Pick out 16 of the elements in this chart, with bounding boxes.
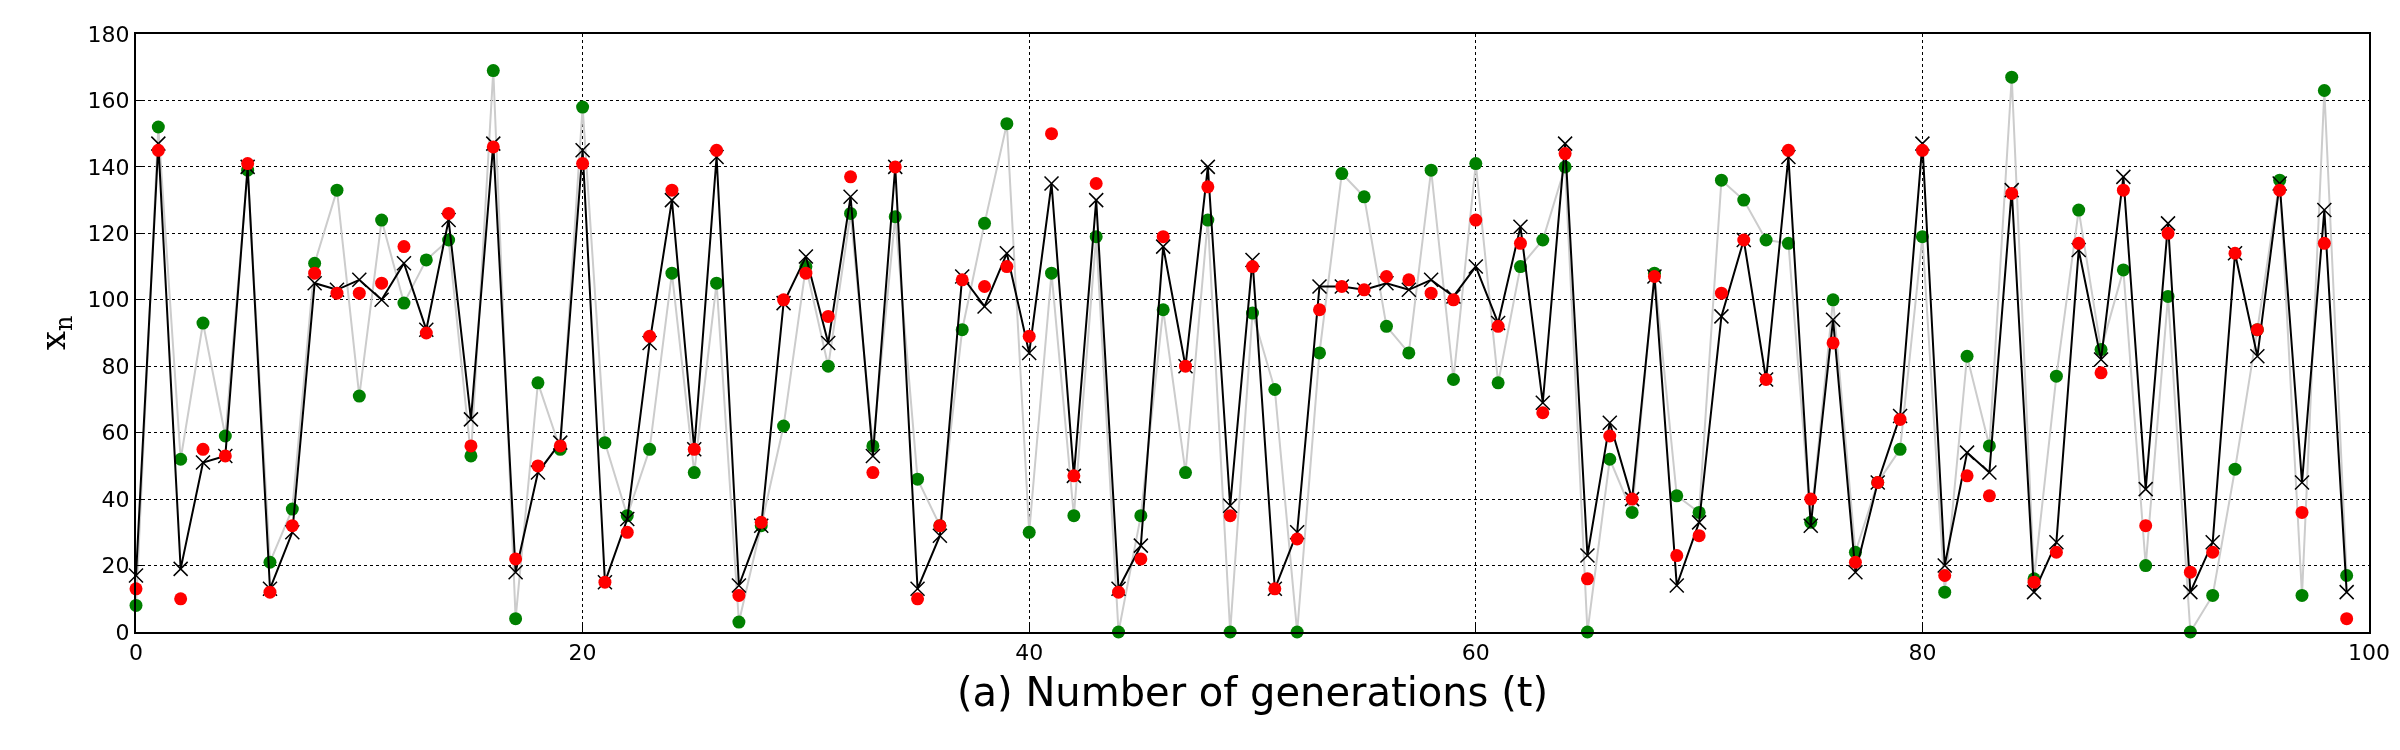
y-tick-label: 120 <box>87 221 130 247</box>
y-tick-label: 180 <box>87 21 130 47</box>
x-tick-label: 60 <box>1461 640 1490 666</box>
x-tick-label: 100 <box>2348 640 2390 666</box>
x-tick-label: 80 <box>1908 640 1937 666</box>
y-tick-label: 0 <box>115 619 130 645</box>
x-tick-label: 40 <box>1015 640 1044 666</box>
y-tick-label: 140 <box>87 154 130 180</box>
y-tick-label: 160 <box>87 88 130 114</box>
y-tick-label: 20 <box>101 553 130 579</box>
x-axis-title: (a) Number of generations (t) <box>956 669 1549 716</box>
y-tick-label: 40 <box>101 486 130 512</box>
y-tick-label: 100 <box>87 287 130 313</box>
y-tick-label: 80 <box>101 353 130 379</box>
x-tick-label: 20 <box>568 640 597 666</box>
y-tick-label: 60 <box>101 420 130 446</box>
